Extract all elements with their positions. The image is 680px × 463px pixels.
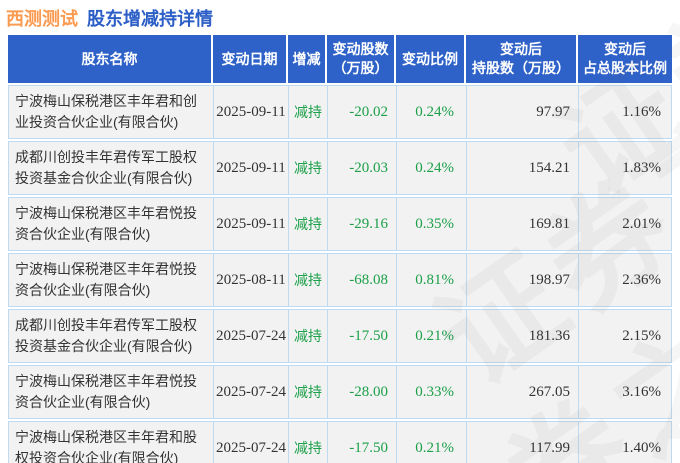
col-header-shares-after: 变动后 持股数（万股）	[466, 35, 578, 83]
cell-action: 减持	[288, 197, 327, 251]
cell-shares-after: 169.81	[466, 197, 578, 251]
cell-change-shares: -28.00	[327, 365, 396, 419]
cell-ratio-after: 1.16%	[578, 85, 672, 139]
cell-change-date: 2025-07-24	[213, 365, 288, 419]
cell-change-ratio: 0.21%	[396, 421, 466, 463]
cell-change-date: 2025-09-11	[213, 141, 288, 195]
cell-action: 减持	[288, 141, 327, 195]
cell-change-date: 2025-07-24	[213, 421, 288, 463]
cell-shareholder-name: 成都川创投丰年君传军工股权投资基金合伙企业(有限合伙)	[8, 309, 213, 363]
page-title: 股东增减持详情	[87, 9, 213, 29]
cell-action: 减持	[288, 421, 327, 463]
cell-action: 减持	[288, 253, 327, 307]
cell-change-shares: -20.03	[327, 141, 396, 195]
title-bar: 西测测试 股东增减持详情	[0, 0, 680, 31]
cell-change-shares: -68.08	[327, 253, 396, 307]
cell-action: 减持	[288, 85, 327, 139]
cell-change-date: 2025-08-11	[213, 253, 288, 307]
cell-ratio-after: 2.01%	[578, 197, 672, 251]
cell-shares-after: 117.99	[466, 421, 578, 463]
cell-shareholder-name: 宁波梅山保税港区丰年君和股权投资合伙企业(有限合伙)	[8, 421, 213, 463]
table-row: 宁波梅山保税港区丰年君悦投资合伙企业(有限合伙) 2025-09-11 减持 -…	[8, 197, 672, 251]
table-row: 宁波梅山保税港区丰年君和创业投资合伙企业(有限合伙) 2025-09-11 减持…	[8, 85, 672, 139]
cell-change-date: 2025-07-24	[213, 309, 288, 363]
table-row: 宁波梅山保税港区丰年君和股权投资合伙企业(有限合伙) 2025-07-24 减持…	[8, 421, 672, 463]
cell-change-date: 2025-09-11	[213, 197, 288, 251]
cell-change-ratio: 0.35%	[396, 197, 466, 251]
col-header-change-date: 变动日期	[213, 35, 288, 83]
table-header-row: 股东名称 变动日期 增减 变动股数 （万股） 变动比例 变动后 持股数（万股） …	[8, 35, 672, 83]
table-row: 成都川创投丰年君传军工股权投资基金合伙企业(有限合伙) 2025-07-24 减…	[8, 309, 672, 363]
cell-change-shares: -17.50	[327, 309, 396, 363]
cell-change-ratio: 0.81%	[396, 253, 466, 307]
cell-shares-after: 267.05	[466, 365, 578, 419]
cell-ratio-after: 2.15%	[578, 309, 672, 363]
table-row: 宁波梅山保税港区丰年君悦投资合伙企业(有限合伙) 2025-08-11 减持 -…	[8, 253, 672, 307]
cell-shareholder-name: 宁波梅山保税港区丰年君悦投资合伙企业(有限合伙)	[8, 197, 213, 251]
cell-shareholder-name: 宁波梅山保税港区丰年君和创业投资合伙企业(有限合伙)	[8, 85, 213, 139]
cell-change-shares: -20.02	[327, 85, 396, 139]
cell-action: 减持	[288, 365, 327, 419]
cell-change-ratio: 0.33%	[396, 365, 466, 419]
cell-change-ratio: 0.21%	[396, 309, 466, 363]
stock-name: 西测测试	[6, 9, 78, 29]
cell-shareholder-name: 成都川创投丰年君传军工股权投资基金合伙企业(有限合伙)	[8, 141, 213, 195]
table-row: 成都川创投丰年君传军工股权投资基金合伙企业(有限合伙) 2025-09-11 减…	[8, 141, 672, 195]
cell-shares-after: 97.97	[466, 85, 578, 139]
shareholder-changes-table: 股东名称 变动日期 增减 变动股数 （万股） 变动比例 变动后 持股数（万股） …	[8, 33, 672, 463]
cell-ratio-after: 3.16%	[578, 365, 672, 419]
cell-ratio-after: 1.40%	[578, 421, 672, 463]
cell-shares-after: 198.97	[466, 253, 578, 307]
cell-action: 减持	[288, 309, 327, 363]
cell-shareholder-name: 宁波梅山保税港区丰年君悦投资合伙企业(有限合伙)	[8, 253, 213, 307]
col-header-shareholder-name: 股东名称	[8, 35, 213, 83]
table-row: 宁波梅山保税港区丰年君悦投资合伙企业(有限合伙) 2025-07-24 减持 -…	[8, 365, 672, 419]
col-header-action: 增减	[288, 35, 327, 83]
cell-ratio-after: 2.36%	[578, 253, 672, 307]
cell-shares-after: 154.21	[466, 141, 578, 195]
cell-change-shares: -17.50	[327, 421, 396, 463]
col-header-change-shares: 变动股数 （万股）	[327, 35, 396, 83]
cell-change-date: 2025-09-11	[213, 85, 288, 139]
cell-change-ratio: 0.24%	[396, 85, 466, 139]
col-header-ratio-after: 变动后 占总股本比例	[578, 35, 672, 83]
cell-change-ratio: 0.24%	[396, 141, 466, 195]
cell-shareholder-name: 宁波梅山保税港区丰年君悦投资合伙企业(有限合伙)	[8, 365, 213, 419]
cell-ratio-after: 1.83%	[578, 141, 672, 195]
col-header-change-ratio: 变动比例	[396, 35, 466, 83]
cell-change-shares: -29.16	[327, 197, 396, 251]
cell-shares-after: 181.36	[466, 309, 578, 363]
